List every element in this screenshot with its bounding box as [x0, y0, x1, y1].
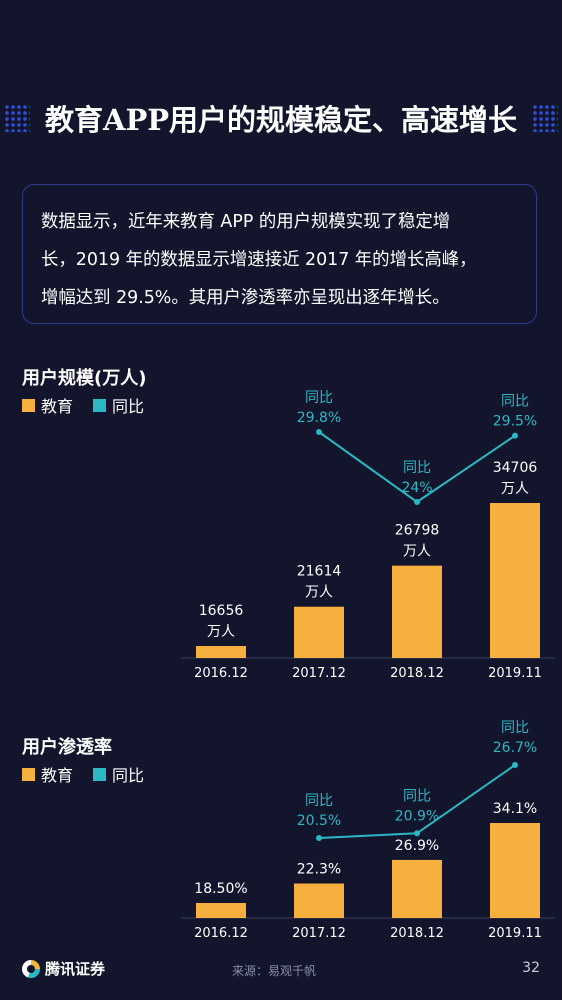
- dots-decoration-left: [4, 104, 30, 132]
- bar-value-label: 21614 万人: [297, 564, 342, 601]
- bar-value-label: 16656 万人: [199, 603, 244, 640]
- category-tick-label: 2018.12: [390, 666, 444, 681]
- tencent-logo-icon: [22, 959, 40, 978]
- legend-swatch-line: [93, 398, 107, 412]
- source-note: 来源：易观千帆: [232, 964, 317, 978]
- legend-label-bar: 教育: [41, 766, 74, 785]
- bar-2018.12: [392, 565, 442, 658]
- page-title: 教育APP用户的规模稳定、高速增长: [44, 103, 518, 137]
- intro-line: 长，2019 年的数据显示增速接近 2017 年的增长高峰，: [41, 250, 477, 270]
- chart-user-scale: 16656 万人 2016.12 21614 万人 2017.12 26798 万人 2018.…: [181, 390, 555, 681]
- bar-value-label: 34706 万人: [493, 460, 538, 497]
- bar-2019.11: [490, 503, 540, 658]
- yoy-point: [512, 762, 518, 768]
- intro-line: 数据显示，近年来教育 APP 的用户规模实现了稳定增: [41, 212, 451, 232]
- bar-2017.12: [294, 883, 344, 918]
- category-tick-label: 2017.12: [292, 926, 346, 941]
- bar-2018.12: [392, 859, 442, 918]
- chart1-legend: 教育 同比: [22, 393, 164, 417]
- chart1-title: 用户规模(万人): [22, 368, 147, 389]
- chart-penetration: 18.50% 2016.12 22.3% 2017.12 26.9% 2018.12 34.…: [181, 720, 555, 941]
- legend-label-line: 同比: [112, 397, 145, 416]
- category-tick-label: 2019.11: [488, 666, 542, 681]
- yoy-value-label: 同比 29.5%: [493, 394, 537, 430]
- bar-2016.12: [196, 903, 246, 918]
- page-number: 32: [522, 960, 540, 976]
- category-tick-label: 2016.12: [194, 926, 248, 941]
- yoy-value-label: 同比 29.8%: [297, 390, 341, 426]
- dots-decoration-right: [532, 104, 558, 132]
- bar-value-label: 34.1%: [493, 801, 537, 817]
- category-tick-label: 2017.12: [292, 666, 346, 681]
- legend-label-line: 同比: [112, 766, 145, 785]
- intro-line: 增幅达到 29.5%。其用户渗透率亦呈现出逐年增长。: [41, 288, 450, 308]
- yoy-value-label: 同比 20.9%: [395, 788, 439, 824]
- yoy-value-label: 同比 20.5%: [297, 793, 341, 829]
- bar-value-label: 26798 万人: [395, 523, 440, 560]
- yoy-point: [414, 830, 420, 837]
- category-tick-label: 2016.12: [194, 666, 248, 681]
- bar-value-label: 18.50%: [194, 881, 247, 897]
- footer-logo: 腾讯证券: [22, 958, 105, 979]
- legend-swatch-bar: [22, 398, 35, 412]
- category-tick-label: 2018.12: [390, 926, 444, 941]
- yoy-point: [512, 432, 518, 439]
- yoy-value-label: 同比 26.7%: [493, 720, 537, 756]
- legend-label-bar: 教育: [41, 397, 74, 416]
- category-tick-label: 2019.11: [488, 926, 542, 941]
- title-row: 教育APP用户的规模稳定、高速增长: [0, 96, 562, 144]
- legend-swatch-line: [93, 767, 107, 781]
- bar-2017.12: [294, 606, 344, 658]
- bar-value-label: 22.3%: [297, 862, 341, 878]
- bar-2016.12: [196, 646, 246, 658]
- yoy-point: [414, 499, 420, 505]
- legend-swatch-bar: [22, 767, 35, 781]
- chart2-legend: 教育 同比: [22, 762, 164, 786]
- yoy-value-label: 同比 24%: [401, 460, 432, 496]
- intro-box: 数据显示，近年来教育 APP 的用户规模实现了稳定增 长，2019 年的数据显示…: [22, 184, 537, 324]
- chart2-title: 用户渗透率: [22, 737, 112, 758]
- yoy-point: [316, 835, 322, 841]
- footer-logo-text: 腾讯证券: [45, 960, 106, 978]
- bar-value-label: 26.9%: [395, 838, 439, 854]
- bar-2019.11: [490, 823, 540, 918]
- yoy-point: [316, 429, 322, 435]
